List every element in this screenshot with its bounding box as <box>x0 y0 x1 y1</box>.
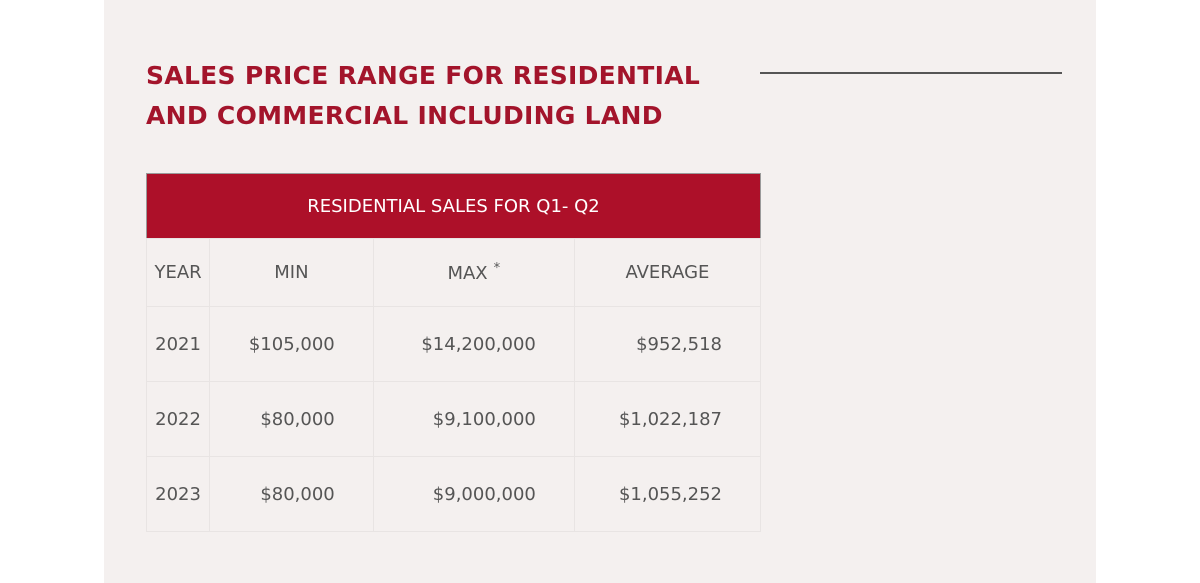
cell: $952,518 <box>573 306 762 382</box>
column-header-text: AVERAGE <box>625 262 710 283</box>
footnote-mark: * <box>493 261 501 276</box>
title: SALES PRICE RANGE FOR RESIDENTIAL AND CO… <box>146 56 700 136</box>
cell: $105,000 <box>209 306 374 382</box>
title-line: SALES PRICE RANGE FOR RESIDENTIAL <box>146 61 701 90</box>
divider <box>760 72 1062 74</box>
cell: $14,200,000 <box>372 306 575 382</box>
title-line: AND COMMERCIAL INCLUDING LAND <box>146 101 663 130</box>
cell: $9,000,000 <box>372 456 575 532</box>
table-caption: RESIDENTIAL SALES FOR Q1- Q2 <box>146 173 761 239</box>
header-row: YEAR MIN MAX * AVERAGE <box>145 238 762 307</box>
cell: $80,000 <box>209 381 374 457</box>
cell: 2021 <box>145 306 211 382</box>
column-header-text: YEAR <box>154 262 202 283</box>
column-header-text: MAX <box>447 263 488 284</box>
cell: $80,000 <box>209 456 374 532</box>
column-header: MIN <box>209 238 374 307</box>
cell: 2023 <box>145 456 211 532</box>
column-header: MAX * <box>372 238 575 307</box>
cell: $1,055,252 <box>573 456 762 532</box>
cell: 2022 <box>145 381 211 457</box>
cell: $1,022,187 <box>573 381 762 457</box>
data-row: 2023 $80,000 $9,000,000 $1,055,252 <box>145 456 762 532</box>
column-header: YEAR <box>145 238 211 307</box>
column-header: AVERAGE <box>573 238 762 307</box>
data-row: 2022 $80,000 $9,100,000 $1,022,187 <box>145 381 762 457</box>
sales-table: RESIDENTIAL SALES FOR Q1- Q2 YEAR MIN MAX *… <box>145 173 762 532</box>
cell: $9,100,000 <box>372 381 575 457</box>
data-row: 2021 $105,000 $14,200,000 $952,518 <box>145 306 762 382</box>
column-header-text: MIN <box>274 262 309 283</box>
